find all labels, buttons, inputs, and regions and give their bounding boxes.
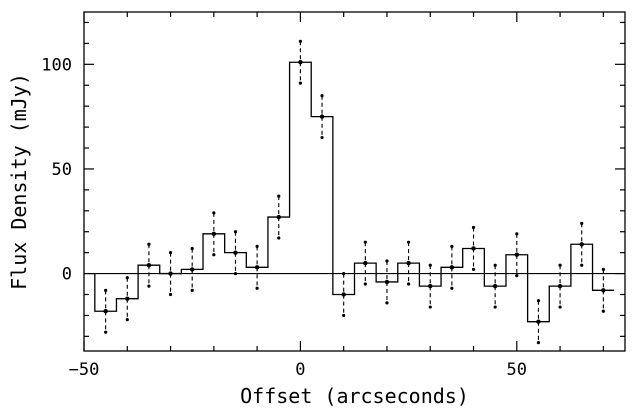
- error-cap-top: [212, 211, 216, 215]
- error-cap-bottom: [104, 330, 108, 334]
- x-tick-label: 0: [295, 360, 305, 380]
- error-cap-top: [168, 251, 173, 255]
- error-cap-bottom: [363, 282, 367, 286]
- error-cap-bottom: [385, 301, 389, 305]
- error-cap-top: [558, 263, 562, 267]
- error-cap-top: [601, 267, 605, 271]
- error-cap-top: [255, 244, 259, 248]
- tick-labels-layer: −50 0 50 0 50 100: [41, 55, 527, 380]
- error-cap-top: [385, 259, 389, 263]
- error-cap-bottom: [515, 274, 519, 278]
- error-cap-bottom: [601, 309, 605, 313]
- error-cap-top: [298, 39, 302, 43]
- step-histogram-line: [94, 61, 615, 323]
- error-cap-bottom: [407, 282, 411, 286]
- error-cap-top: [471, 225, 476, 230]
- y-tick-label: 50: [52, 160, 72, 180]
- error-cap-bottom: [450, 286, 454, 290]
- error-cap-bottom: [147, 284, 151, 288]
- error-cap-top: [104, 288, 108, 292]
- error-cap-bottom: [558, 305, 562, 309]
- error-cap-bottom: [342, 313, 346, 318]
- error-cap-bottom: [493, 305, 497, 309]
- error-cap-top: [147, 242, 151, 246]
- error-cap-bottom: [255, 286, 259, 290]
- error-cap-top: [407, 240, 411, 244]
- error-cap-bottom: [212, 253, 216, 257]
- error-cap-top: [493, 263, 497, 267]
- error-cap-bottom: [580, 263, 584, 267]
- error-cap-bottom: [277, 236, 281, 240]
- error-cap-bottom: [471, 267, 476, 271]
- error-cap-bottom: [298, 81, 302, 85]
- error-cap-top: [580, 221, 584, 225]
- error-cap-bottom: [168, 292, 173, 297]
- ticks-layer: [83, 12, 625, 351]
- error-cap-top: [320, 94, 324, 98]
- error-cap-top: [277, 194, 281, 198]
- error-cap-top: [125, 276, 129, 280]
- error-cap-top: [428, 263, 432, 267]
- y-tick-label: 0: [62, 265, 72, 285]
- plot-frame: [83, 11, 626, 352]
- error-cap-bottom: [536, 341, 541, 345]
- error-cap-bottom: [428, 305, 432, 309]
- x-axis-label: Offset (arcseconds): [240, 384, 469, 408]
- error-cap-top: [515, 232, 519, 236]
- error-cap-bottom: [125, 318, 129, 322]
- error-bars-layer: [104, 39, 605, 345]
- x-tick-label: 50: [507, 360, 527, 380]
- y-tick-label: 100: [41, 55, 72, 75]
- error-cap-top: [190, 246, 194, 251]
- error-cap-top: [233, 230, 238, 234]
- error-cap-top: [363, 240, 367, 244]
- error-cap-bottom: [190, 288, 194, 292]
- y-axis-label: Flux Density (mJy): [7, 73, 31, 290]
- error-cap-top: [450, 244, 454, 248]
- error-cap-bottom: [320, 135, 324, 140]
- error-cap-top: [536, 299, 541, 303]
- x-tick-label: −50: [69, 360, 100, 380]
